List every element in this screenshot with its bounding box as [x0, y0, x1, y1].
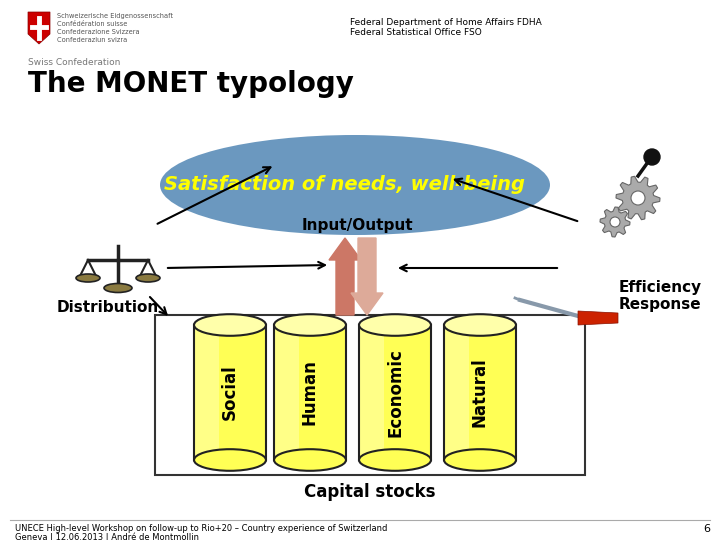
Text: Federal Statistical Office FSO: Federal Statistical Office FSO: [350, 28, 482, 37]
Ellipse shape: [136, 274, 160, 282]
Text: Confederazione Svizzera: Confederazione Svizzera: [57, 29, 140, 35]
Ellipse shape: [359, 314, 431, 336]
Text: Input/Output: Input/Output: [301, 218, 413, 233]
Polygon shape: [28, 12, 50, 44]
Text: UNECE High-level Workshop on follow-up to Rio+20 – Country experience of Switzer: UNECE High-level Workshop on follow-up t…: [15, 524, 387, 533]
Bar: [444, 325, 469, 460]
Bar: [359, 325, 431, 460]
Ellipse shape: [359, 449, 431, 471]
Bar: [444, 325, 516, 460]
Polygon shape: [600, 207, 630, 237]
Ellipse shape: [104, 284, 132, 293]
Circle shape: [631, 191, 645, 205]
Circle shape: [610, 217, 620, 227]
Ellipse shape: [160, 135, 550, 235]
Circle shape: [644, 149, 660, 165]
Ellipse shape: [194, 449, 266, 471]
Text: Distribution: Distribution: [57, 300, 159, 315]
Ellipse shape: [274, 449, 346, 471]
Bar: [274, 325, 346, 460]
Text: Geneva | 12.06.2013 | André de Montmollin: Geneva | 12.06.2013 | André de Montmolli…: [15, 532, 199, 540]
Text: Capital stocks: Capital stocks: [305, 483, 436, 501]
FancyArrow shape: [351, 238, 383, 315]
Text: Economic: Economic: [386, 348, 404, 437]
Bar: [194, 325, 219, 460]
Text: Social: Social: [221, 364, 239, 420]
Ellipse shape: [444, 314, 516, 336]
Bar: [155, 315, 585, 475]
Ellipse shape: [274, 314, 346, 336]
Polygon shape: [578, 311, 618, 325]
Ellipse shape: [76, 274, 100, 282]
Text: Satisfaction of needs, well-being: Satisfaction of needs, well-being: [164, 176, 526, 194]
Text: Confederaziun svizra: Confederaziun svizra: [57, 37, 127, 43]
Text: Efficiency
Response: Efficiency Response: [618, 280, 701, 313]
Text: Confédération suisse: Confédération suisse: [57, 21, 127, 27]
Text: Federal Department of Home Affairs FDHA: Federal Department of Home Affairs FDHA: [350, 18, 541, 27]
Bar: [359, 325, 384, 460]
Text: Swiss Confederation: Swiss Confederation: [28, 58, 120, 67]
Text: Natural: Natural: [471, 357, 489, 427]
Text: The MONET typology: The MONET typology: [28, 70, 354, 98]
FancyArrow shape: [329, 238, 361, 315]
Bar: [274, 325, 300, 460]
Ellipse shape: [444, 449, 516, 471]
Bar: [194, 325, 266, 460]
Ellipse shape: [194, 314, 266, 336]
Text: Human: Human: [301, 360, 319, 426]
Text: 6: 6: [703, 524, 710, 534]
Polygon shape: [616, 176, 660, 220]
Text: Schweizerische Eidgenossenschaft: Schweizerische Eidgenossenschaft: [57, 13, 173, 19]
